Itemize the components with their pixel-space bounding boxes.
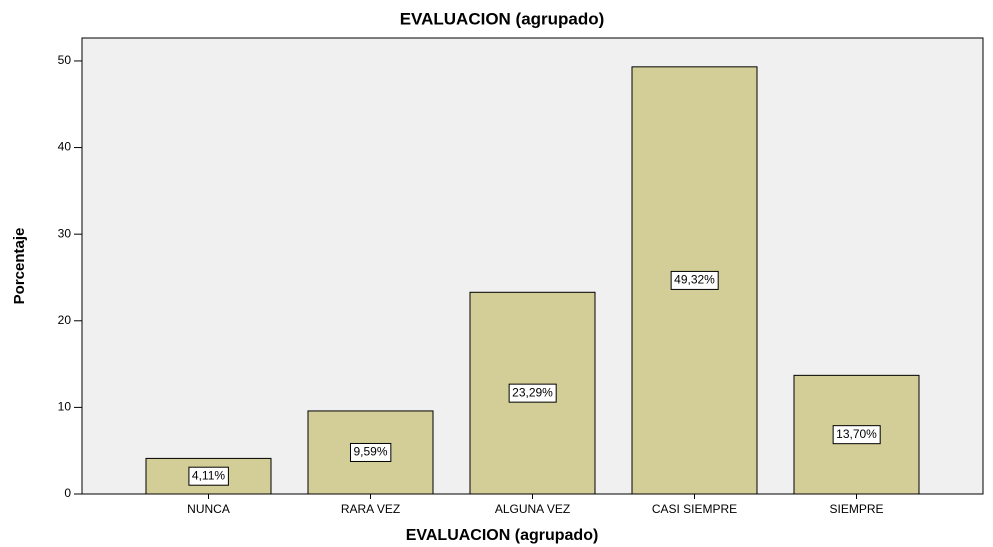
x-tick-label: NUNCA xyxy=(187,502,230,516)
y-tick-label: 50 xyxy=(58,53,72,67)
value-label-box xyxy=(670,270,719,290)
value-label-box xyxy=(188,466,229,486)
value-label-box xyxy=(832,425,881,445)
value-label: 23,29% xyxy=(512,385,553,399)
y-tick-label: 40 xyxy=(58,140,72,154)
value-label: 4,11% xyxy=(192,468,225,482)
x-axis-title: EVALUACION (agrupado) xyxy=(406,527,599,544)
y-tick-label: 20 xyxy=(58,313,72,327)
x-tick-label: RARA VEZ xyxy=(341,502,400,516)
value-label: 9,59% xyxy=(353,445,387,459)
value-label-box xyxy=(349,442,392,462)
value-label: 13,70% xyxy=(836,427,877,441)
y-tick-label: 0 xyxy=(64,486,71,500)
y-tick-label: 30 xyxy=(58,226,72,240)
x-tick-label: SIEMPRE xyxy=(829,502,883,516)
value-label: 49,32% xyxy=(674,273,715,287)
x-tick-label: CASI SIEMPRE xyxy=(652,502,737,516)
chart-title: EVALUACION (agrupado) xyxy=(400,9,605,28)
value-label-box xyxy=(508,383,557,403)
y-axis-title: Porcentaje xyxy=(11,228,28,305)
y-tick-label: 10 xyxy=(58,400,72,414)
x-tick-label: ALGUNA VEZ xyxy=(495,502,570,516)
